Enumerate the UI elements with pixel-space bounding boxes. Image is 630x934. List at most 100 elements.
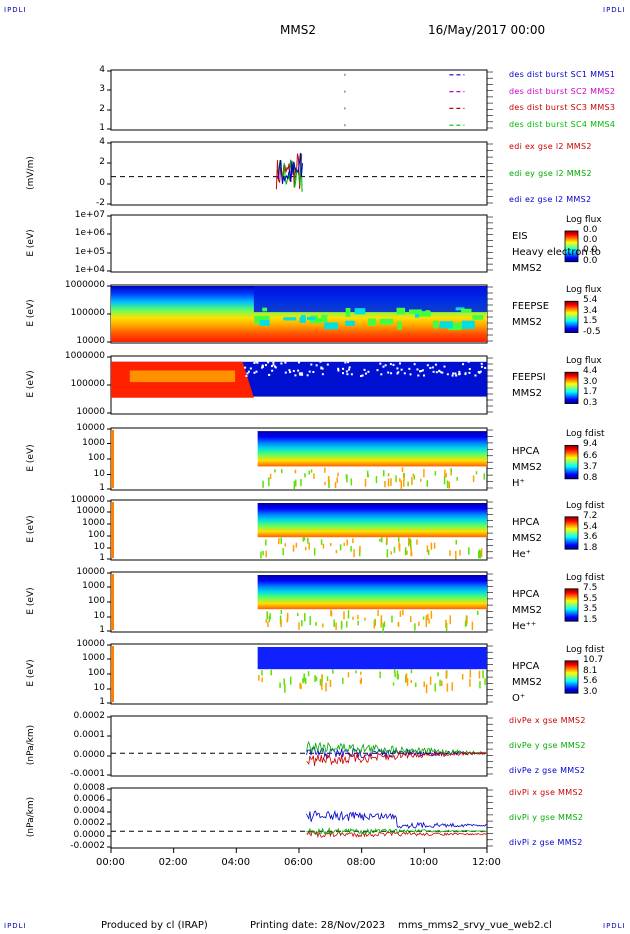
feepsi-speckle bbox=[272, 363, 275, 366]
feepsi-speckle bbox=[365, 372, 368, 375]
hpca_he-speckle bbox=[265, 550, 267, 558]
colorbar-tick-label: 5.5 bbox=[583, 593, 598, 604]
colorbar-tick-label: 3.7 bbox=[583, 461, 598, 472]
hpca_hepp-speckle bbox=[340, 622, 343, 630]
feepse-patch bbox=[433, 320, 439, 329]
feepsi-speckle bbox=[255, 370, 258, 373]
y-tick-label: 2 bbox=[99, 157, 105, 167]
panel-right-label: HPCA bbox=[512, 517, 540, 528]
feepse-patch bbox=[419, 311, 431, 317]
hpca_o-speckle bbox=[379, 671, 381, 679]
hpca_h-speckle bbox=[324, 467, 326, 473]
y-tick-label: 0 bbox=[99, 178, 105, 188]
hpca_hepp-speckle bbox=[335, 622, 337, 630]
edi-series-line bbox=[276, 152, 303, 185]
hpca_o-speckle bbox=[396, 670, 399, 679]
panel-right-label: He⁺⁺ bbox=[512, 621, 537, 632]
hpca_he-speckle bbox=[416, 539, 418, 545]
hpca_o-speckle bbox=[347, 672, 350, 678]
mission-title: MMS2 bbox=[280, 23, 316, 37]
x-tick-label: 04:00 bbox=[221, 857, 251, 868]
hpca_o-speckle bbox=[342, 677, 344, 684]
hpca_he-speckle bbox=[406, 550, 408, 555]
hpca_h-speckle bbox=[262, 480, 264, 488]
y-tick-label: 1000000 bbox=[64, 351, 105, 361]
hpca_hepp-speckle bbox=[346, 621, 348, 628]
feepse-patch bbox=[396, 307, 406, 315]
feepsi-speckle bbox=[392, 363, 395, 366]
hpca_h-speckle bbox=[419, 478, 422, 482]
hpca_h-speckle bbox=[345, 474, 348, 479]
hpca_o-speckle bbox=[307, 671, 310, 677]
feepsi-speckle bbox=[417, 374, 420, 377]
hpca_o-speckle bbox=[410, 669, 413, 674]
panel-feepse bbox=[107, 284, 579, 344]
panel-right-label: MMS2 bbox=[512, 317, 542, 329]
feepsi-speckle bbox=[298, 372, 301, 375]
hpca_hepp-speckle bbox=[445, 619, 447, 628]
hpca_hepp-speckle bbox=[399, 610, 402, 617]
hpca_h-speckle bbox=[328, 476, 330, 484]
footer-printing-date: Printing date: 28/Nov/2023 bbox=[250, 920, 386, 931]
corner-label-top-right: IPDLI bbox=[603, 6, 626, 14]
panel-right-label: O⁺ bbox=[512, 693, 526, 704]
hpca_he-speckle bbox=[468, 547, 470, 555]
feepse-patch bbox=[307, 316, 316, 321]
feepsi-speckle bbox=[462, 363, 465, 366]
hpca_o-speckle bbox=[451, 682, 453, 691]
legend-entry: des dist burst SC3 MMS3 bbox=[509, 103, 616, 113]
x-tick-label: 08:00 bbox=[346, 857, 376, 868]
feepsi-speckle bbox=[409, 373, 412, 376]
hpca_hepp-speckle bbox=[298, 622, 300, 630]
feepsi-speckle bbox=[264, 364, 267, 367]
hpca_he-speckle bbox=[322, 543, 325, 549]
y-tick-label: 1 bbox=[99, 697, 105, 707]
hpca_hepp-speckle bbox=[330, 611, 333, 617]
colorbar-tick-label: 3.6 bbox=[583, 532, 598, 543]
hpca_hepp-speckle bbox=[383, 621, 386, 628]
divpi-series-line bbox=[306, 826, 488, 836]
hpca_h-speckle bbox=[399, 478, 401, 482]
panel-hpca_he bbox=[107, 499, 579, 561]
y-tick-label: 100 bbox=[87, 596, 105, 606]
hpca_h-speckle bbox=[313, 473, 315, 479]
feepsi-speckle bbox=[367, 370, 370, 373]
hpca_hepp-speckle bbox=[266, 611, 268, 620]
colorbar bbox=[564, 660, 579, 694]
feepsi-speckle bbox=[429, 366, 432, 369]
hpca_hepp-speckle bbox=[280, 609, 283, 614]
feepse-patch bbox=[321, 314, 328, 323]
y-tick-label: 10 bbox=[93, 683, 105, 693]
legend-entry: edi ey gse l2 MMS2 bbox=[509, 168, 592, 178]
hpca_h-speckle bbox=[293, 480, 296, 490]
feepsi-speckle bbox=[441, 371, 444, 374]
hpca_hepp-speckle bbox=[269, 613, 271, 620]
hpca_hepp-speckle bbox=[425, 615, 428, 620]
hpca_hepp-speckle bbox=[402, 609, 404, 616]
feepsi-speckle bbox=[438, 369, 441, 372]
feepsi-speckle bbox=[396, 367, 399, 370]
hpca_hepp-speckle bbox=[477, 610, 479, 616]
hpca_h-speckle bbox=[407, 481, 409, 487]
feepsi-speckle bbox=[344, 361, 347, 364]
y-tick-label: 100000 bbox=[70, 379, 105, 389]
hpca_h-speckle bbox=[403, 479, 405, 487]
panel-eis bbox=[107, 214, 579, 273]
hpca_h-speckle bbox=[366, 470, 369, 477]
y-tick-label: 1000 bbox=[82, 653, 105, 663]
feepsi-speckle bbox=[288, 369, 291, 372]
y-axis-label: E (eV) bbox=[26, 228, 36, 257]
y-tick-label: 0.0002 bbox=[73, 818, 106, 828]
y-axis-label: (mV/m) bbox=[26, 155, 36, 190]
hpca_h-speckle bbox=[411, 477, 413, 486]
hpca_h-speckle bbox=[475, 471, 478, 475]
feepse-patch bbox=[283, 317, 297, 321]
y-tick-label: 1 bbox=[99, 483, 105, 493]
y-tick-label: 10000 bbox=[76, 506, 105, 516]
hpca_hepp-speckle bbox=[418, 621, 420, 626]
feepsi-warm-region bbox=[129, 370, 236, 383]
hpca_h-speckle bbox=[472, 475, 475, 483]
hpca_he-speckle bbox=[282, 548, 284, 556]
colorbar-tick-label: 1.5 bbox=[583, 615, 598, 626]
hpca_he-edge-strip bbox=[111, 502, 114, 558]
